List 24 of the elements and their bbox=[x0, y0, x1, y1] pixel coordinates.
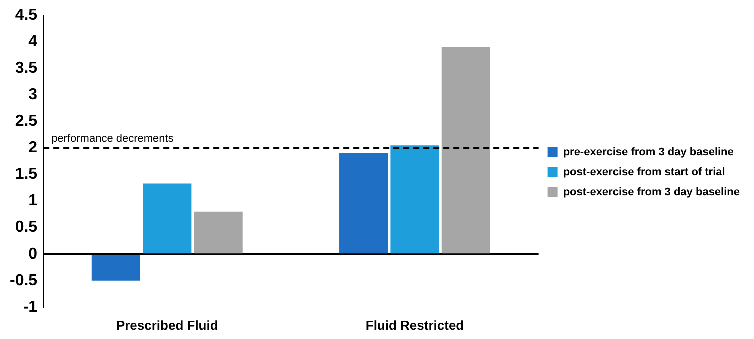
bar bbox=[143, 184, 192, 254]
y-tick-label: 3 bbox=[28, 86, 38, 104]
legend-label: post-exercise from 3 day baseline bbox=[563, 186, 740, 199]
x-tick-label: Fluid Restricted bbox=[366, 318, 464, 333]
legend-label: pre-exercise from 3 day baseline bbox=[563, 146, 734, 159]
x-tick-label: Prescribed Fluid bbox=[116, 318, 218, 333]
y-tick-label: 0.5 bbox=[15, 219, 38, 236]
ref-line-label: performance decrements bbox=[52, 132, 174, 145]
bar bbox=[442, 47, 490, 254]
y-tick-label: 0 bbox=[28, 246, 38, 263]
bar bbox=[340, 154, 388, 254]
y-tick-label: 1.5 bbox=[15, 166, 38, 184]
y-tick-label: -1 bbox=[23, 298, 38, 316]
y-tick-label: 2.5 bbox=[15, 113, 38, 130]
bar bbox=[390, 146, 440, 254]
legend-label: post-exercise from start of trial bbox=[563, 166, 726, 179]
y-tick-label: 2 bbox=[28, 140, 38, 157]
y-tick-label: -0.5 bbox=[10, 272, 38, 290]
y-tick-label: 4 bbox=[28, 34, 38, 51]
bar bbox=[194, 212, 243, 254]
y-tick-label: 1 bbox=[28, 192, 38, 210]
bar bbox=[92, 255, 141, 281]
y-tick-label: 3.5 bbox=[15, 60, 38, 78]
y-tick-label: 4.5 bbox=[15, 7, 38, 24]
